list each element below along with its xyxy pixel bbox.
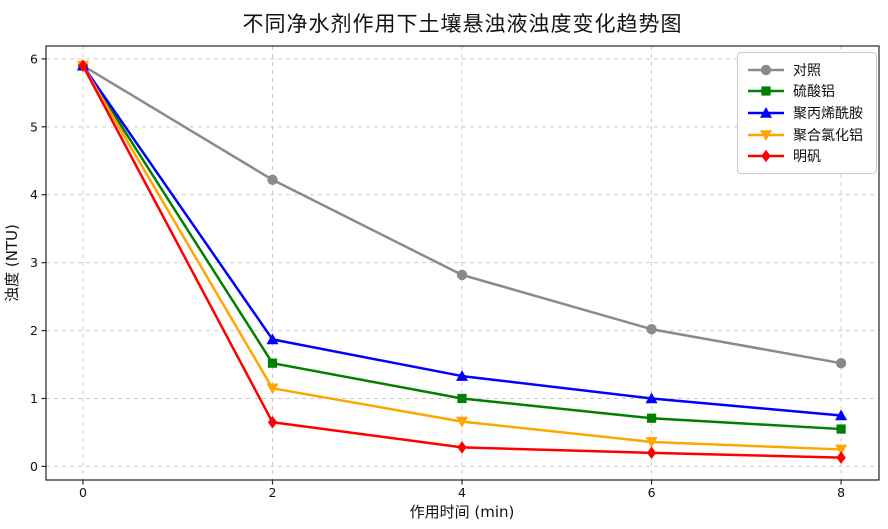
- square-marker-icon: [761, 86, 771, 96]
- series-4: [78, 59, 846, 464]
- legend-label: 聚丙烯酰胺: [793, 105, 863, 122]
- legend-item: 硫酸铝: [748, 81, 866, 101]
- triangle-down-marker-icon: [266, 383, 279, 395]
- triangle-up-marker-icon: [835, 409, 848, 421]
- triangle-up-marker-icon: [760, 106, 772, 118]
- y-axis-label: 浊度 (NTU): [3, 224, 21, 302]
- square-marker-icon: [646, 413, 657, 423]
- triangle-up-marker-icon: [266, 333, 279, 345]
- legend-item: 聚丙烯酰胺: [748, 103, 866, 123]
- triangle-down-marker-icon: [645, 437, 658, 448]
- diamond-marker-icon: [457, 441, 467, 454]
- y-tick-label: 3: [30, 255, 38, 270]
- diamond-marker-icon: [836, 451, 846, 464]
- triangle-up-marker-icon: [456, 370, 469, 381]
- x-tick-label: 6: [648, 485, 656, 500]
- legend-item: 对照: [748, 60, 866, 80]
- diamond-marker-icon: [761, 149, 771, 163]
- circle-marker-icon: [835, 357, 847, 369]
- x-tick-label: 8: [837, 485, 845, 500]
- legend-triangle-up-sample-icon: [748, 106, 784, 118]
- series-lines: [76, 59, 848, 464]
- x-axis-label: 作用时间 (min): [410, 503, 515, 521]
- y-tick-label: 4: [30, 187, 38, 202]
- y-tick-label: 1: [30, 391, 38, 406]
- square-marker-icon: [836, 424, 846, 434]
- x-tick-label: 0: [79, 485, 87, 500]
- triangle-down-marker-icon: [456, 416, 469, 428]
- legend-label: 聚合氯化铝: [793, 127, 863, 144]
- y-tick-label: 5: [30, 119, 38, 134]
- diamond-marker-icon: [646, 446, 657, 460]
- y-tick-label: 0: [30, 459, 38, 474]
- legend-label: 对照: [793, 62, 821, 79]
- diamond-marker-icon: [78, 59, 88, 72]
- legend-square-sample-icon: [748, 86, 784, 96]
- square-marker-icon: [457, 393, 467, 404]
- diamond-marker-icon: [267, 415, 278, 429]
- square-marker-icon: [267, 358, 278, 368]
- axes-ticks: 0 2 4 6 8 0 1 2 3 4 5 6: [30, 45, 880, 500]
- legend-circle-sample-icon: [748, 64, 784, 75]
- legend-label: 硫酸铝: [793, 84, 835, 101]
- legend-label: 明矾: [793, 149, 821, 166]
- circle-marker-icon: [646, 324, 657, 335]
- circle-marker-icon: [456, 269, 468, 281]
- legend-item: 明矾: [748, 146, 866, 166]
- gridlines: [46, 46, 879, 480]
- y-tick-label: 6: [30, 51, 38, 66]
- legend-item: 聚合氯化铝: [748, 125, 866, 145]
- legend-triangle-down-sample-icon: [748, 129, 784, 141]
- circle-marker-icon: [267, 174, 278, 185]
- triangle-down-marker-icon: [760, 129, 772, 141]
- legend-diamond-sample-icon: [748, 149, 784, 163]
- x-tick-label: 4: [458, 485, 466, 500]
- x-tick-label: 2: [269, 485, 277, 500]
- circle-marker-icon: [760, 64, 772, 75]
- triangle-down-marker-icon: [835, 444, 848, 456]
- triangle-up-marker-icon: [645, 392, 658, 404]
- y-tick-label: 2: [30, 323, 38, 338]
- legend: 对照硫酸铝聚丙烯酰胺聚合氯化铝明矾: [737, 52, 877, 174]
- chart-title: 不同净水剂作用下土壤悬浊液浊度变化趋势图: [242, 12, 683, 36]
